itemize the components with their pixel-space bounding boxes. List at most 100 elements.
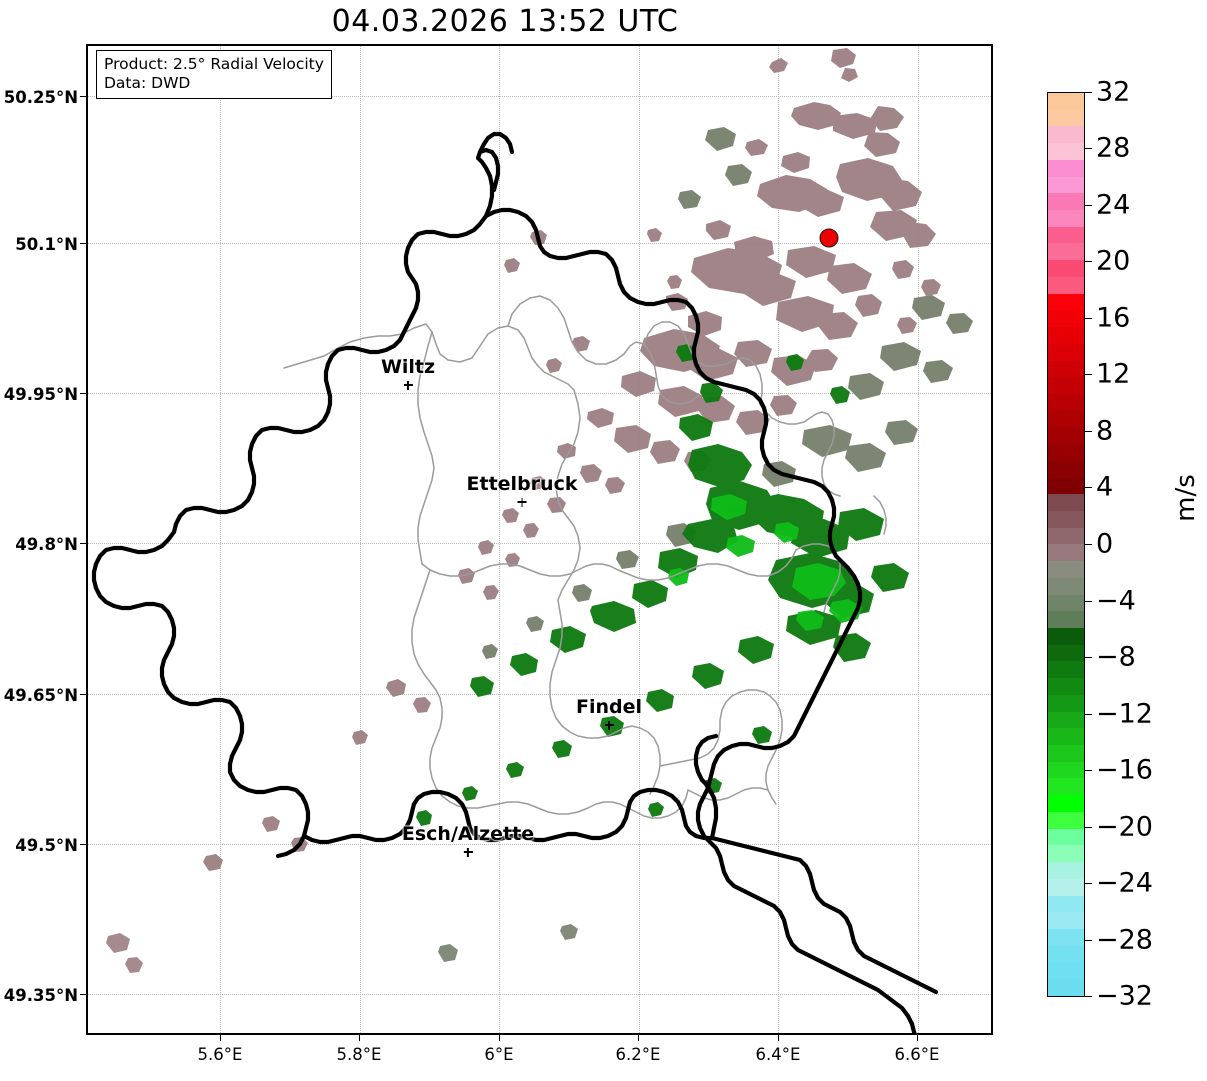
colorbar-band — [1048, 979, 1084, 996]
colorbar-band — [1048, 628, 1084, 645]
colorbar-tick-label: −28 — [1096, 924, 1153, 956]
colorbar-band — [1048, 243, 1084, 261]
city-label: Esch/Alzette — [401, 823, 535, 845]
y-tick-label: 49.5°N — [15, 836, 78, 855]
colorbar-band — [1048, 711, 1084, 729]
colorbar-tick-label: 12 — [1096, 358, 1131, 390]
city-label: Wiltz — [380, 356, 436, 378]
city-label: Findel — [575, 696, 643, 718]
city-cross-icon — [467, 495, 578, 509]
colorbar-band — [1048, 862, 1084, 879]
colorbar-tick-label: −20 — [1096, 811, 1153, 843]
luxembourg-border — [91, 131, 939, 1033]
colorbar-band — [1048, 845, 1084, 863]
colorbar-tick-label: 28 — [1096, 132, 1131, 164]
y-tick-label: 49.8°N — [15, 535, 78, 554]
y-tick-label: 49.35°N — [3, 986, 78, 1005]
product-line: Product: 2.5° Radial Velocity — [104, 55, 324, 73]
colorbar-band — [1048, 945, 1084, 963]
x-tick-mark — [917, 1035, 918, 1041]
colorbar-band — [1048, 377, 1084, 394]
colorbar-tick-mark — [1085, 148, 1092, 149]
colorbar-band — [1048, 661, 1084, 679]
canton-boundaries — [283, 295, 887, 819]
gridline-horizontal — [88, 96, 991, 97]
colorbar-band — [1048, 577, 1084, 595]
colorbar-tick-label: −12 — [1096, 698, 1153, 730]
colorbar[interactable] — [1047, 92, 1085, 997]
colorbar-band — [1048, 143, 1084, 160]
colorbar-tick-mark — [1085, 827, 1092, 828]
colorbar-tick-mark — [1085, 883, 1092, 884]
colorbar-band — [1048, 678, 1084, 695]
city-label: Ettelbruck — [466, 473, 578, 495]
gridline-horizontal — [88, 994, 991, 995]
colorbar-gradient — [1048, 93, 1084, 996]
colorbar-band — [1048, 210, 1084, 227]
colorbar-band — [1048, 778, 1084, 796]
colorbar-band — [1048, 912, 1084, 929]
colorbar-tick-label: 4 — [1096, 471, 1114, 503]
colorbar-band — [1048, 126, 1084, 144]
radar-map[interactable]: Wiltz Ettelbruck Findel Esch/Alzette — [86, 44, 993, 1035]
colorbar-band — [1048, 828, 1084, 846]
colorbar-tick-mark — [1085, 770, 1092, 771]
data-source-line: Data: DWD — [104, 73, 191, 92]
colorbar-band — [1048, 694, 1084, 712]
city-cross-icon — [402, 845, 534, 859]
y-tick-mark — [80, 694, 86, 695]
colorbar-tick-label: −4 — [1096, 585, 1136, 617]
colorbar-band — [1048, 962, 1084, 980]
colorbar-band — [1048, 360, 1084, 378]
colorbar-tick-mark — [1085, 205, 1092, 206]
gridline-horizontal — [88, 844, 991, 845]
colorbar-band — [1048, 594, 1084, 612]
x-tick-label: 6.6°E — [894, 1045, 940, 1064]
colorbar-tick-mark — [1085, 92, 1092, 93]
city-cross-icon — [576, 718, 642, 732]
x-tick-mark — [638, 1035, 639, 1041]
colorbar-band — [1048, 761, 1084, 779]
colorbar-band — [1048, 176, 1084, 194]
colorbar-band — [1048, 728, 1084, 746]
gridline-vertical — [778, 46, 779, 1033]
colorbar-band — [1048, 527, 1084, 545]
colorbar-band — [1048, 410, 1084, 428]
colorbar-band — [1048, 109, 1084, 127]
x-tick-label: 6.2°E — [615, 1045, 661, 1064]
colorbar-tick-label: 8 — [1096, 415, 1114, 447]
colorbar-tick-label: 32 — [1096, 76, 1131, 108]
colorbar-tick-label: 24 — [1096, 189, 1131, 221]
colorbar-band — [1048, 494, 1084, 511]
colorbar-tick-label: −32 — [1096, 980, 1153, 1012]
x-tick-mark — [499, 1035, 500, 1041]
colorbar-band — [1048, 159, 1084, 177]
city-marker-findel: Findel — [576, 696, 642, 732]
colorbar-band — [1048, 444, 1084, 461]
colorbar-tick-mark — [1085, 431, 1092, 432]
y-tick-mark — [80, 844, 86, 845]
colorbar-tick-mark — [1085, 714, 1092, 715]
colorbar-band — [1048, 611, 1084, 628]
gridline-horizontal — [88, 543, 991, 544]
colorbar-tick-mark — [1085, 374, 1092, 375]
colorbar-tick-label: 0 — [1096, 528, 1114, 560]
colorbar-band — [1048, 895, 1084, 913]
colorbar-band — [1048, 745, 1084, 762]
colorbar-tick-label: −24 — [1096, 867, 1153, 899]
radar-station-marker[interactable] — [819, 228, 839, 248]
gridline-vertical — [220, 46, 221, 1033]
y-tick-label: 50.25°N — [3, 88, 78, 107]
colorbar-tick-mark — [1085, 544, 1092, 545]
colorbar-tick-label: −16 — [1096, 754, 1153, 786]
x-tick-label: 5.8°E — [336, 1045, 382, 1064]
page-title: 04.03.2026 13:52 UTC — [331, 4, 679, 39]
colorbar-tick-label: −8 — [1096, 641, 1136, 673]
colorbar-tick-mark — [1085, 657, 1092, 658]
y-tick-mark — [80, 543, 86, 544]
y-tick-mark — [80, 243, 86, 244]
colorbar-band — [1048, 477, 1084, 495]
y-tick-label: 50.1°N — [15, 235, 78, 254]
colorbar-band — [1048, 644, 1084, 662]
colorbar-tick-mark — [1085, 318, 1092, 319]
